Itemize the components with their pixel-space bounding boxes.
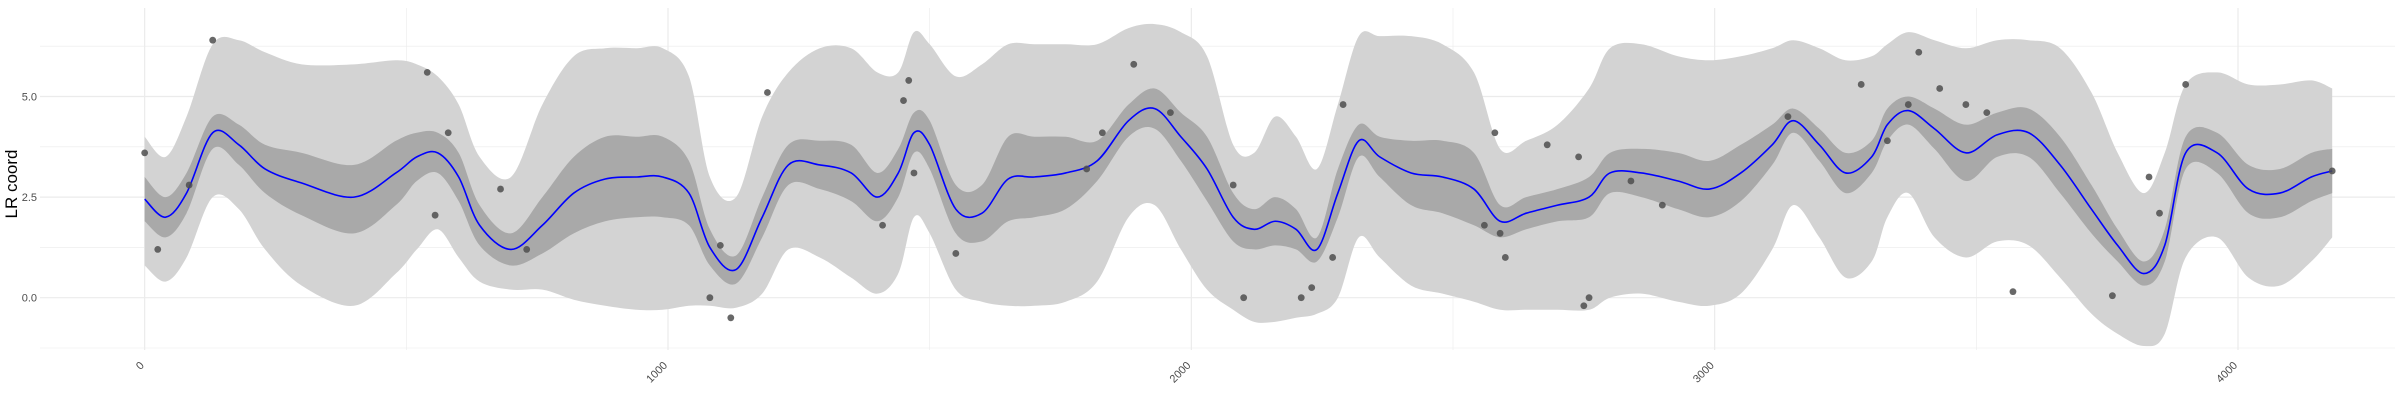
data-point	[185, 181, 193, 189]
data-point	[2009, 288, 2017, 296]
data-point	[1098, 129, 1106, 137]
data-point	[764, 89, 771, 96]
data-point	[523, 246, 531, 253]
y-axis-tick-labels: 0.0 2.5 5.0	[22, 92, 37, 305]
data-point	[2182, 81, 2190, 88]
data-point	[1883, 137, 1891, 145]
x-tick-label: 0	[134, 360, 147, 373]
data-point	[1627, 177, 1635, 185]
data-point	[1297, 294, 1305, 302]
data-point	[1915, 48, 1923, 56]
data-point	[905, 77, 913, 84]
data-point	[1904, 101, 1912, 108]
data-point	[1983, 109, 1991, 117]
data-point	[1167, 109, 1174, 117]
data-point	[952, 250, 960, 257]
data-point	[1784, 113, 1792, 121]
data-point	[1491, 129, 1499, 137]
data-point	[727, 314, 735, 322]
data-point	[1857, 81, 1865, 88]
data-point	[1329, 254, 1337, 261]
data-point	[716, 241, 724, 249]
data-point	[1962, 101, 1970, 108]
data-point	[1936, 85, 1944, 92]
outer-confidence-band	[144, 23, 2333, 347]
data-point	[1229, 181, 1237, 189]
data-point	[423, 68, 431, 76]
data-point	[1501, 254, 1509, 261]
data-point	[1083, 165, 1091, 173]
data-point	[1543, 141, 1551, 149]
data-point	[1240, 294, 1248, 302]
data-point	[1481, 221, 1488, 229]
x-tick-label: 4000	[2214, 360, 2240, 386]
data-point	[2156, 209, 2163, 217]
y-tick-label: 0.0	[22, 293, 37, 305]
x-axis-tick-labels: 0 1000 2000 3000 4000	[134, 360, 2240, 386]
data-point	[2145, 173, 2153, 181]
data-point	[879, 221, 886, 229]
data-point	[1585, 294, 1593, 302]
mean-line	[144, 107, 2333, 275]
data-points	[141, 36, 2336, 322]
data-point	[910, 169, 918, 177]
data-point	[444, 129, 452, 137]
data-point	[1575, 153, 1582, 161]
x-tick-label: 3000	[1691, 360, 1717, 386]
data-point	[154, 246, 162, 253]
data-point	[431, 211, 439, 219]
data-point	[1308, 284, 1316, 292]
data-point	[1496, 229, 1504, 237]
data-point	[209, 36, 217, 44]
data-point	[497, 185, 504, 193]
data-point	[900, 97, 907, 104]
data-point	[1339, 101, 1347, 108]
x-tick-label: 2000	[1168, 360, 1194, 386]
data-point	[2328, 167, 2336, 175]
y-tick-label: 2.5	[22, 192, 37, 204]
data-point	[2109, 292, 2116, 300]
data-point	[1580, 302, 1588, 310]
data-point	[1130, 60, 1138, 68]
data-point	[141, 149, 149, 157]
data-point	[1658, 201, 1666, 209]
y-tick-label: 5.0	[22, 92, 37, 104]
y-axis-title: LR coord	[2, 150, 21, 219]
data-point	[706, 294, 714, 302]
x-tick-label: 1000	[644, 360, 670, 386]
inner-confidence-band	[144, 88, 2333, 286]
